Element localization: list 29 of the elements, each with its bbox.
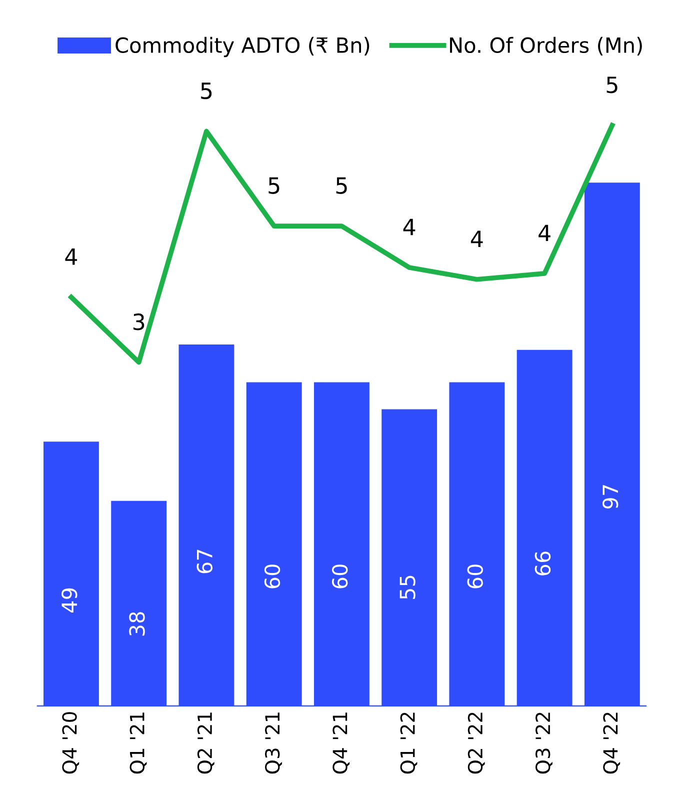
data-label: 49 — [62, 588, 78, 612]
legend-label: Commodity ADTO (₹ Bn) — [116, 36, 370, 58]
data-label: 5 — [336, 177, 347, 194]
data-label: 4 — [538, 224, 550, 242]
data-label: 60 — [467, 564, 483, 588]
legend-label: No. Of Orders (Mn) — [450, 36, 642, 56]
data-label: 5 — [606, 76, 618, 94]
x-tick-label: Q1 '22 — [400, 712, 418, 774]
x-tick-label: Q4 '22 — [603, 712, 620, 774]
data-label: 55 — [400, 576, 416, 599]
data-label: 97 — [602, 485, 618, 509]
x-tick-label: Q4 '20 — [62, 712, 80, 774]
x-tick-label: Q1 '21 — [130, 712, 147, 774]
data-label: 5 — [268, 177, 280, 194]
x-tick-label: Q3 '22 — [536, 712, 552, 774]
data-label: 4 — [65, 248, 78, 265]
data-label: 60 — [264, 564, 280, 588]
x-tick-label: Q3 '21 — [265, 712, 282, 774]
data-label: 60 — [332, 564, 348, 588]
data-label: 38 — [129, 612, 145, 636]
data-label: 5 — [201, 82, 212, 100]
x-tick-label: Q2 '22 — [468, 712, 485, 774]
x-tick-label: Q4 '21 — [332, 712, 350, 774]
data-label: 66 — [534, 552, 551, 576]
data-label: 4 — [403, 218, 416, 236]
data-label: 67 — [196, 550, 212, 574]
data-label: 4 — [470, 230, 483, 247]
x-tick-label: Q2 '21 — [197, 712, 214, 774]
data-label: 3 — [133, 313, 144, 330]
